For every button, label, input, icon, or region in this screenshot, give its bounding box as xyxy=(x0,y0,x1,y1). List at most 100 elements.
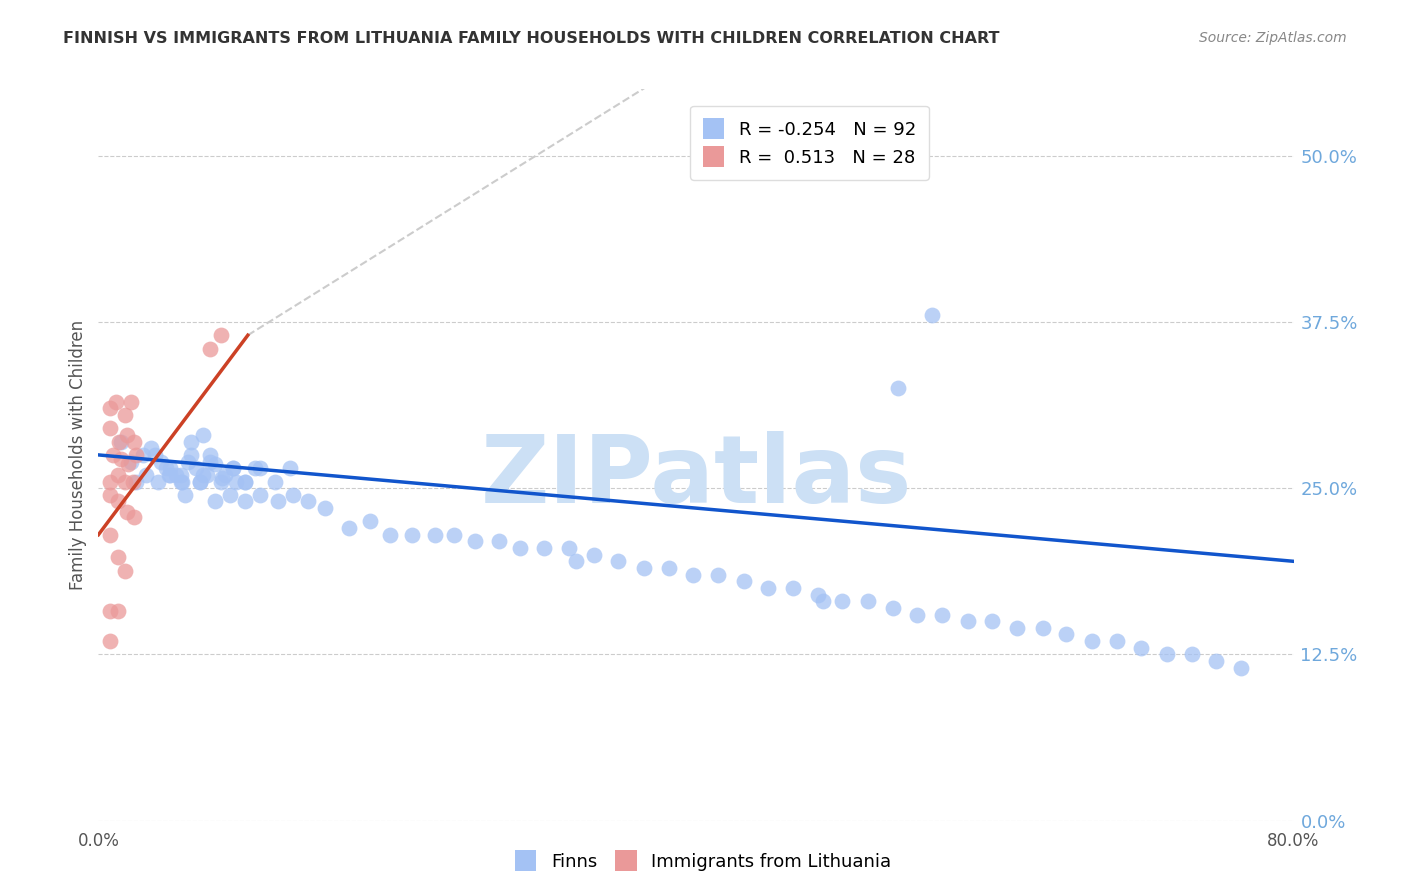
Text: Source: ZipAtlas.com: Source: ZipAtlas.com xyxy=(1199,31,1347,45)
Point xyxy=(209,475,232,489)
Point xyxy=(139,442,162,456)
Point xyxy=(114,408,136,422)
Point xyxy=(921,308,943,322)
Point xyxy=(191,428,214,442)
Point xyxy=(583,548,606,562)
Point xyxy=(931,607,953,622)
Point xyxy=(359,515,381,529)
Point xyxy=(886,381,908,395)
Point xyxy=(188,475,211,489)
Point xyxy=(200,454,222,468)
Point xyxy=(98,475,122,489)
Point xyxy=(115,428,138,442)
Point xyxy=(278,461,301,475)
Point xyxy=(159,461,181,475)
Point xyxy=(281,488,304,502)
Text: FINNISH VS IMMIGRANTS FROM LITHUANIA FAMILY HOUSEHOLDS WITH CHILDREN CORRELATION: FINNISH VS IMMIGRANTS FROM LITHUANIA FAM… xyxy=(63,31,1000,46)
Point xyxy=(956,614,979,628)
Point xyxy=(120,394,142,409)
Point xyxy=(124,434,146,449)
Point xyxy=(856,594,879,608)
Point xyxy=(807,588,830,602)
Point xyxy=(107,550,129,565)
Point xyxy=(214,467,236,482)
Point xyxy=(339,521,361,535)
Point xyxy=(233,475,256,489)
Point xyxy=(150,454,173,468)
Point xyxy=(315,501,337,516)
Point xyxy=(565,554,588,568)
Point xyxy=(443,527,465,541)
Point xyxy=(103,448,125,462)
Point xyxy=(107,467,129,482)
Point xyxy=(169,475,191,489)
Point xyxy=(782,581,804,595)
Point xyxy=(225,475,247,489)
Point xyxy=(509,541,531,555)
Point xyxy=(105,394,128,409)
Point xyxy=(1056,627,1078,641)
Point xyxy=(172,475,194,489)
Point xyxy=(1181,648,1204,662)
Point xyxy=(135,467,157,482)
Point xyxy=(200,448,222,462)
Point xyxy=(124,510,146,524)
Legend: Finns, Immigrants from Lithuania: Finns, Immigrants from Lithuania xyxy=(508,843,898,879)
Point xyxy=(180,448,202,462)
Point xyxy=(114,475,136,489)
Point xyxy=(165,467,187,482)
Point xyxy=(233,475,256,489)
Point xyxy=(110,434,132,449)
Point xyxy=(98,401,122,416)
Point xyxy=(607,554,630,568)
Point xyxy=(98,488,122,502)
Point xyxy=(222,461,245,475)
Point xyxy=(155,461,177,475)
Point xyxy=(1081,634,1104,648)
Point xyxy=(157,467,180,482)
Point xyxy=(249,488,271,502)
Point xyxy=(267,494,290,508)
Point xyxy=(197,467,219,482)
Point xyxy=(1130,640,1153,655)
Point xyxy=(533,541,555,555)
Point xyxy=(756,581,779,595)
Point xyxy=(222,461,245,475)
Point xyxy=(107,603,129,617)
Point xyxy=(263,475,285,489)
Point xyxy=(1230,661,1253,675)
Point xyxy=(117,457,139,471)
Point xyxy=(633,561,655,575)
Point xyxy=(184,461,207,475)
Point xyxy=(159,467,181,482)
Point xyxy=(98,603,122,617)
Point xyxy=(177,454,200,468)
Point xyxy=(658,561,681,575)
Point xyxy=(811,594,834,608)
Point xyxy=(98,421,122,435)
Point xyxy=(297,494,319,508)
Point xyxy=(191,467,214,482)
Point xyxy=(980,614,1002,628)
Point xyxy=(204,494,226,508)
Point xyxy=(905,607,928,622)
Point xyxy=(733,574,755,589)
Point xyxy=(245,461,267,475)
Legend: R = -0.254   N = 92, R =  0.513   N = 28: R = -0.254 N = 92, R = 0.513 N = 28 xyxy=(690,105,929,180)
Point xyxy=(169,467,191,482)
Point xyxy=(125,448,148,462)
Point xyxy=(110,451,132,466)
Point xyxy=(831,594,853,608)
Point xyxy=(121,475,143,489)
Point xyxy=(1005,621,1028,635)
Point xyxy=(188,475,211,489)
Point xyxy=(378,527,401,541)
Point xyxy=(488,534,510,549)
Point xyxy=(115,505,138,519)
Point xyxy=(180,434,202,449)
Point xyxy=(1107,634,1129,648)
Point xyxy=(707,567,730,582)
Point xyxy=(143,448,166,462)
Point xyxy=(108,434,131,449)
Point xyxy=(125,475,148,489)
